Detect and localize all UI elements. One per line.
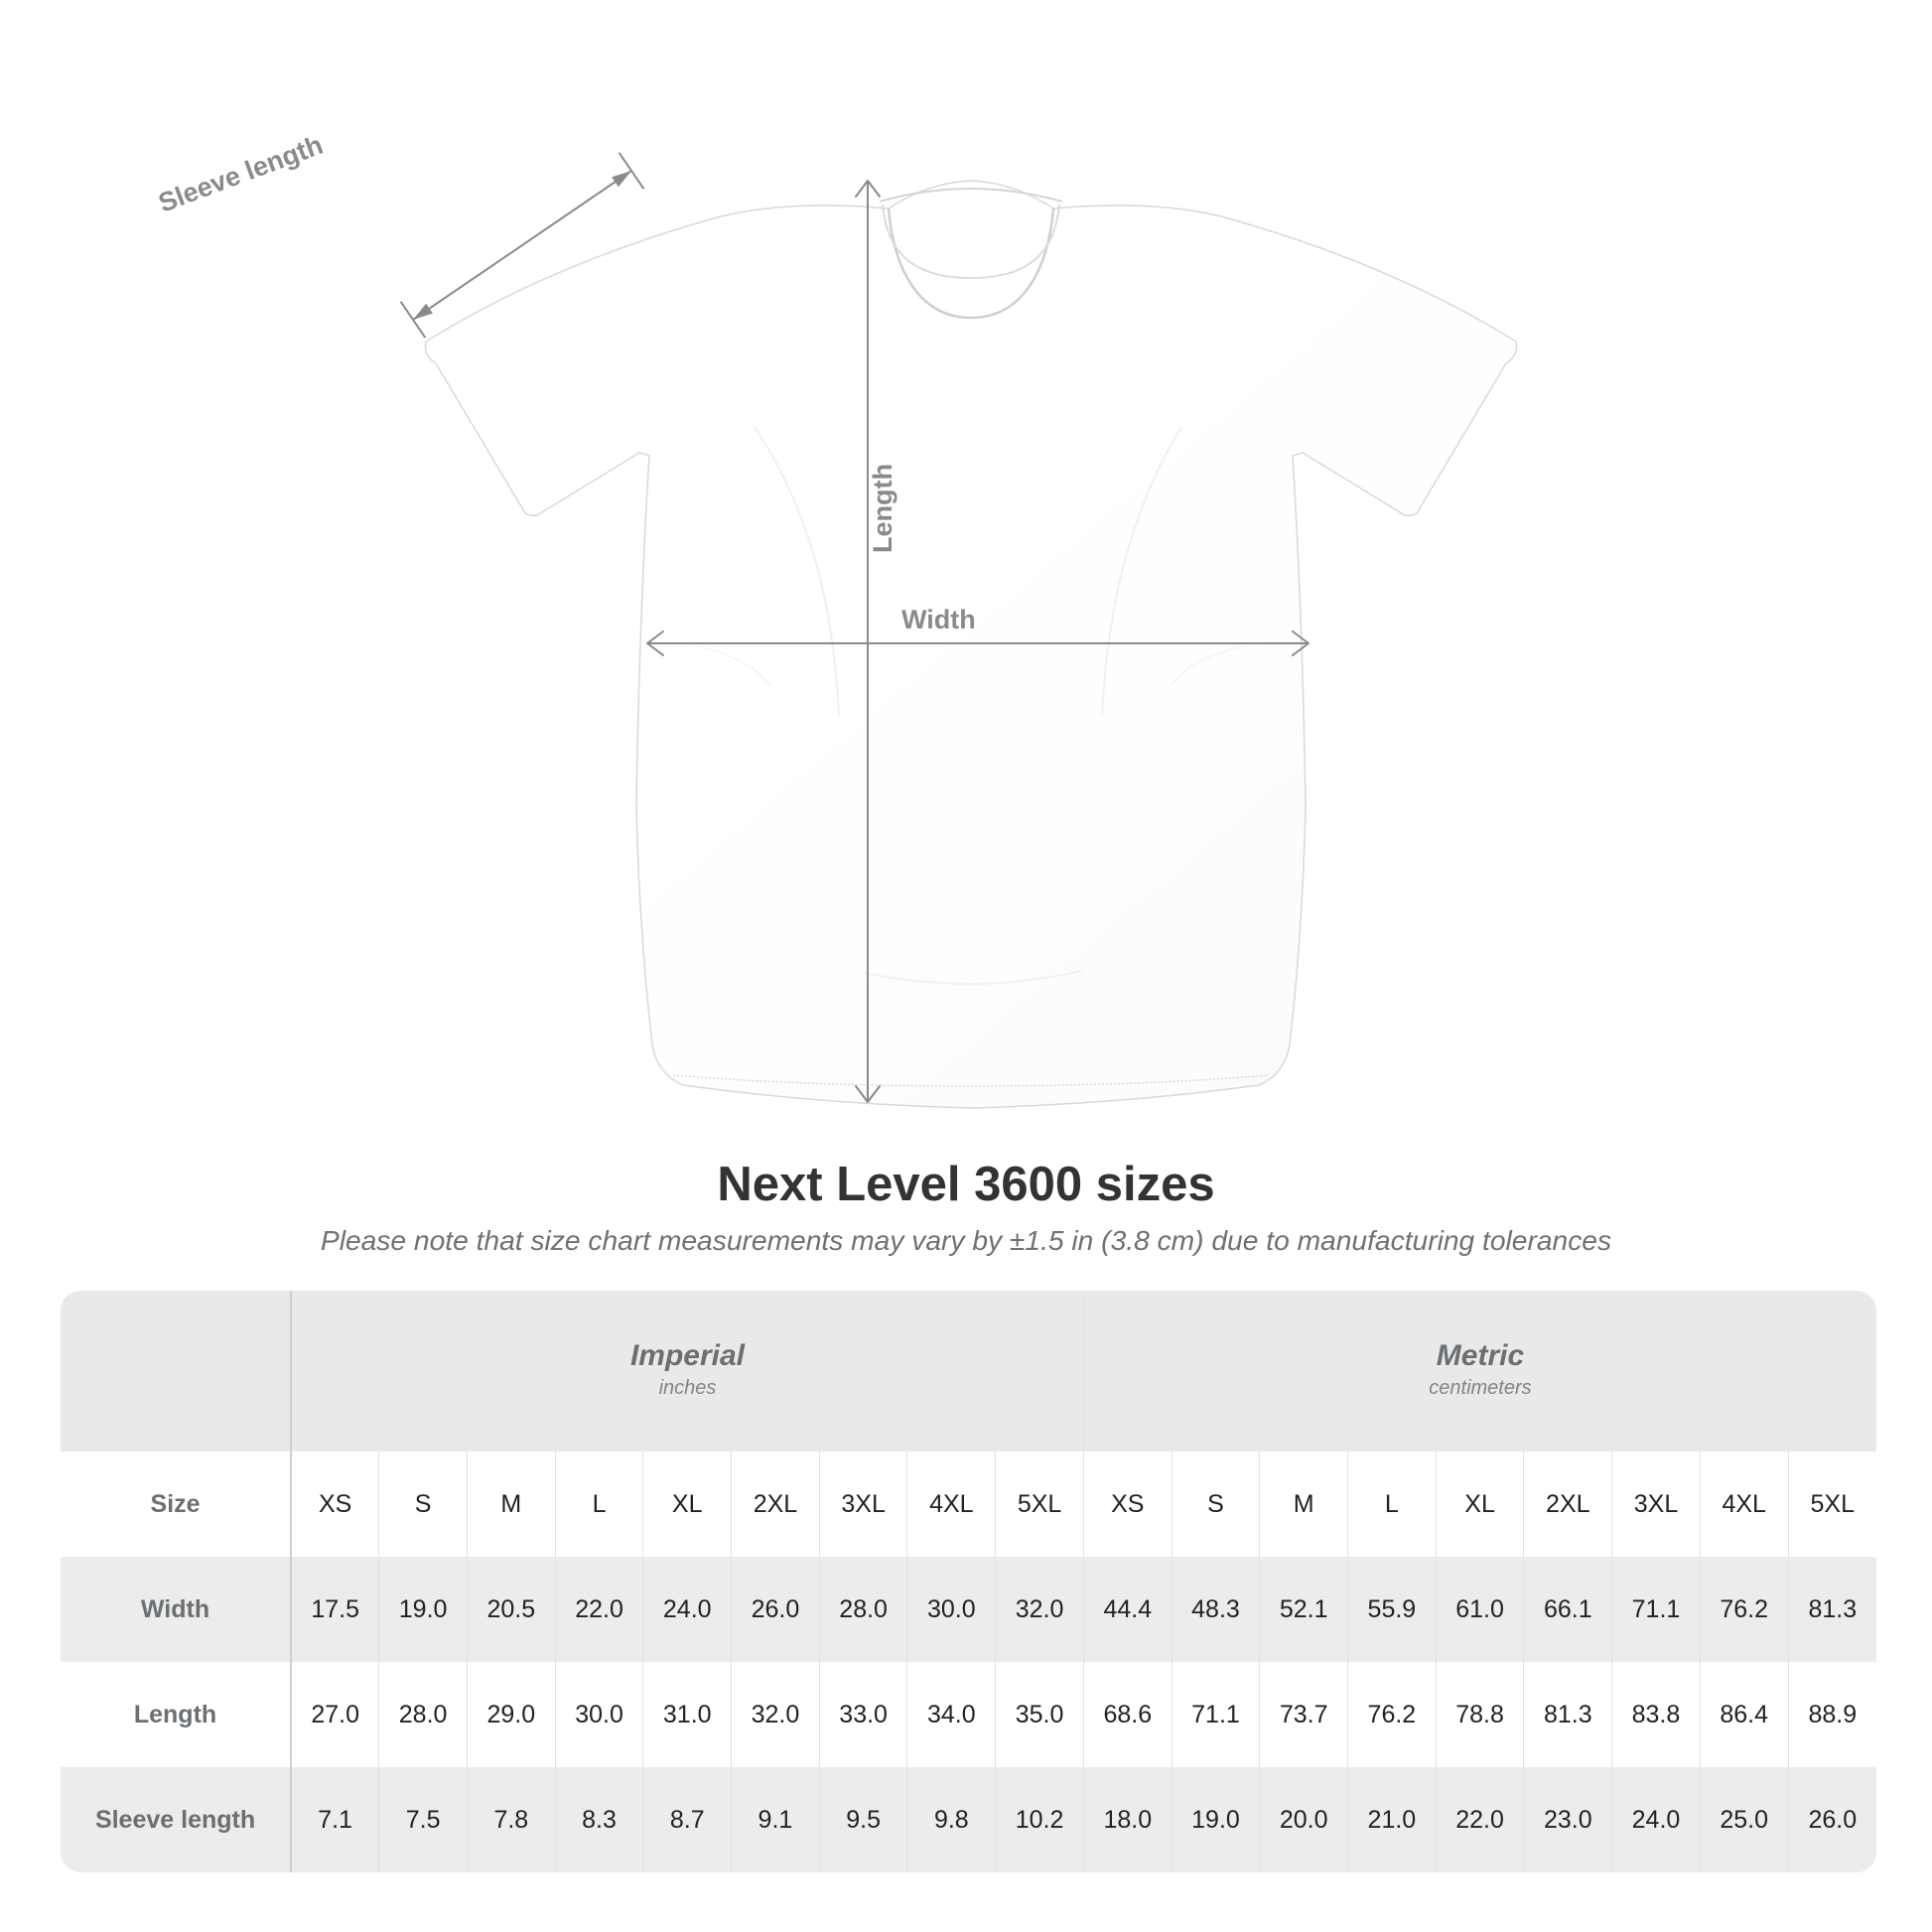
svg-text:Length: Length — [868, 464, 897, 553]
svg-text:Width: Width — [901, 605, 976, 634]
svg-text:Sleeve length: Sleeve length — [155, 130, 328, 218]
